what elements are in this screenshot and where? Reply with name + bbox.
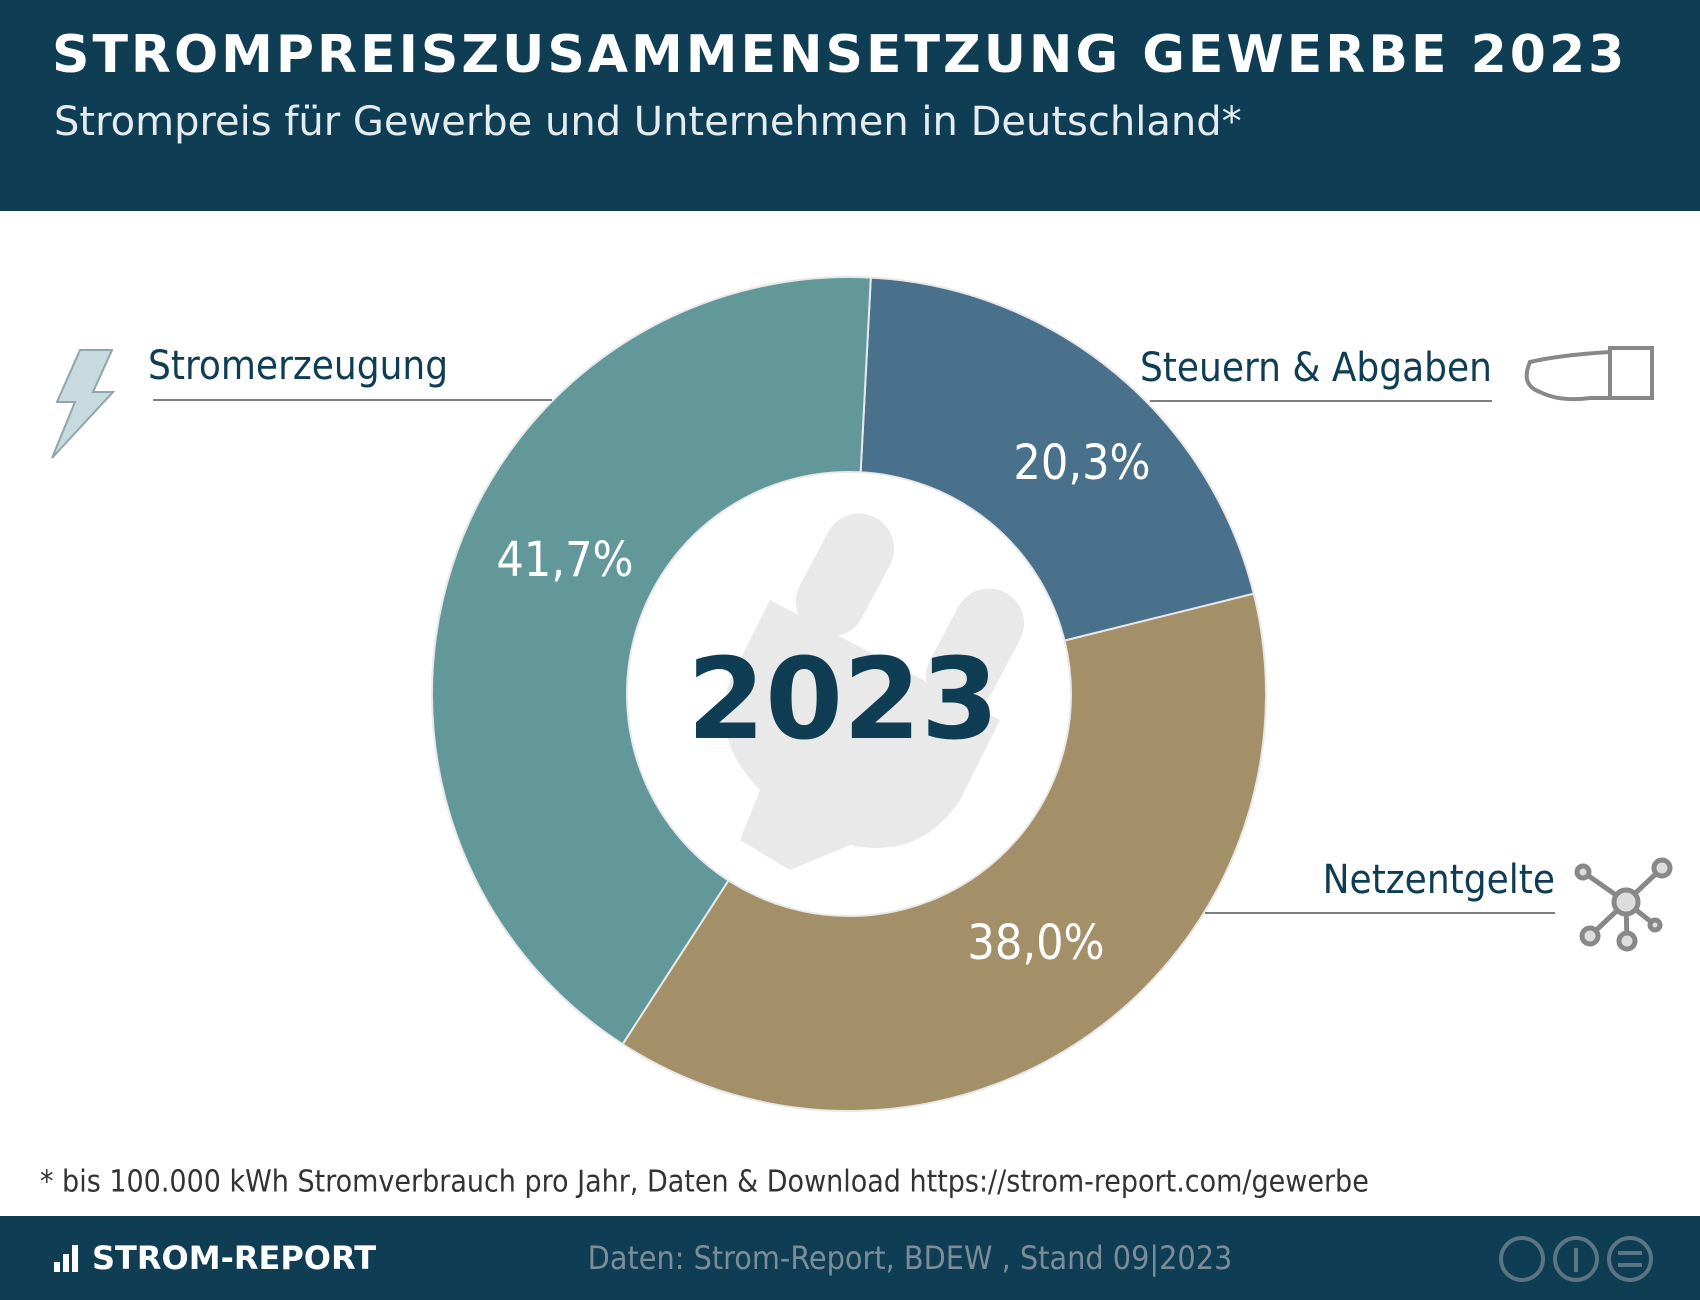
donut-slice xyxy=(621,592,1267,1112)
center-label: 2023 xyxy=(687,635,999,765)
donut-slice xyxy=(431,276,872,1046)
title: STROMPREISZUSAMMENSETZUNG GEWERBE 2023 xyxy=(52,25,1627,85)
network-icon xyxy=(1574,857,1673,952)
brand: STROM-REPORT xyxy=(92,1239,376,1277)
hand-icon xyxy=(1524,346,1654,402)
footer xyxy=(0,1216,1700,1300)
value-label: 38,0% xyxy=(967,915,1104,971)
value-label: 41,7% xyxy=(496,532,633,588)
category-label: Netzentgelte xyxy=(1323,857,1555,903)
category-label: Stromerzeugung xyxy=(148,343,448,389)
license-icons xyxy=(1499,1236,1653,1282)
donut-slice xyxy=(859,276,1255,642)
plug-icon xyxy=(724,513,1025,870)
subtitle: Strompreis für Gewerbe und Unternehmen i… xyxy=(54,99,1242,145)
footnote: * bis 100.000 kWh Stromverbrauch pro Jah… xyxy=(40,1165,1369,1200)
source: Daten: Strom-Report, BDEW , Stand 09|202… xyxy=(588,1239,1233,1277)
lightning-icon xyxy=(51,349,116,459)
category-label: Steuern & Abgaben xyxy=(1140,345,1492,391)
value-label: 20,3% xyxy=(1013,435,1150,491)
header xyxy=(0,0,1700,211)
brand-icon xyxy=(54,1245,78,1272)
